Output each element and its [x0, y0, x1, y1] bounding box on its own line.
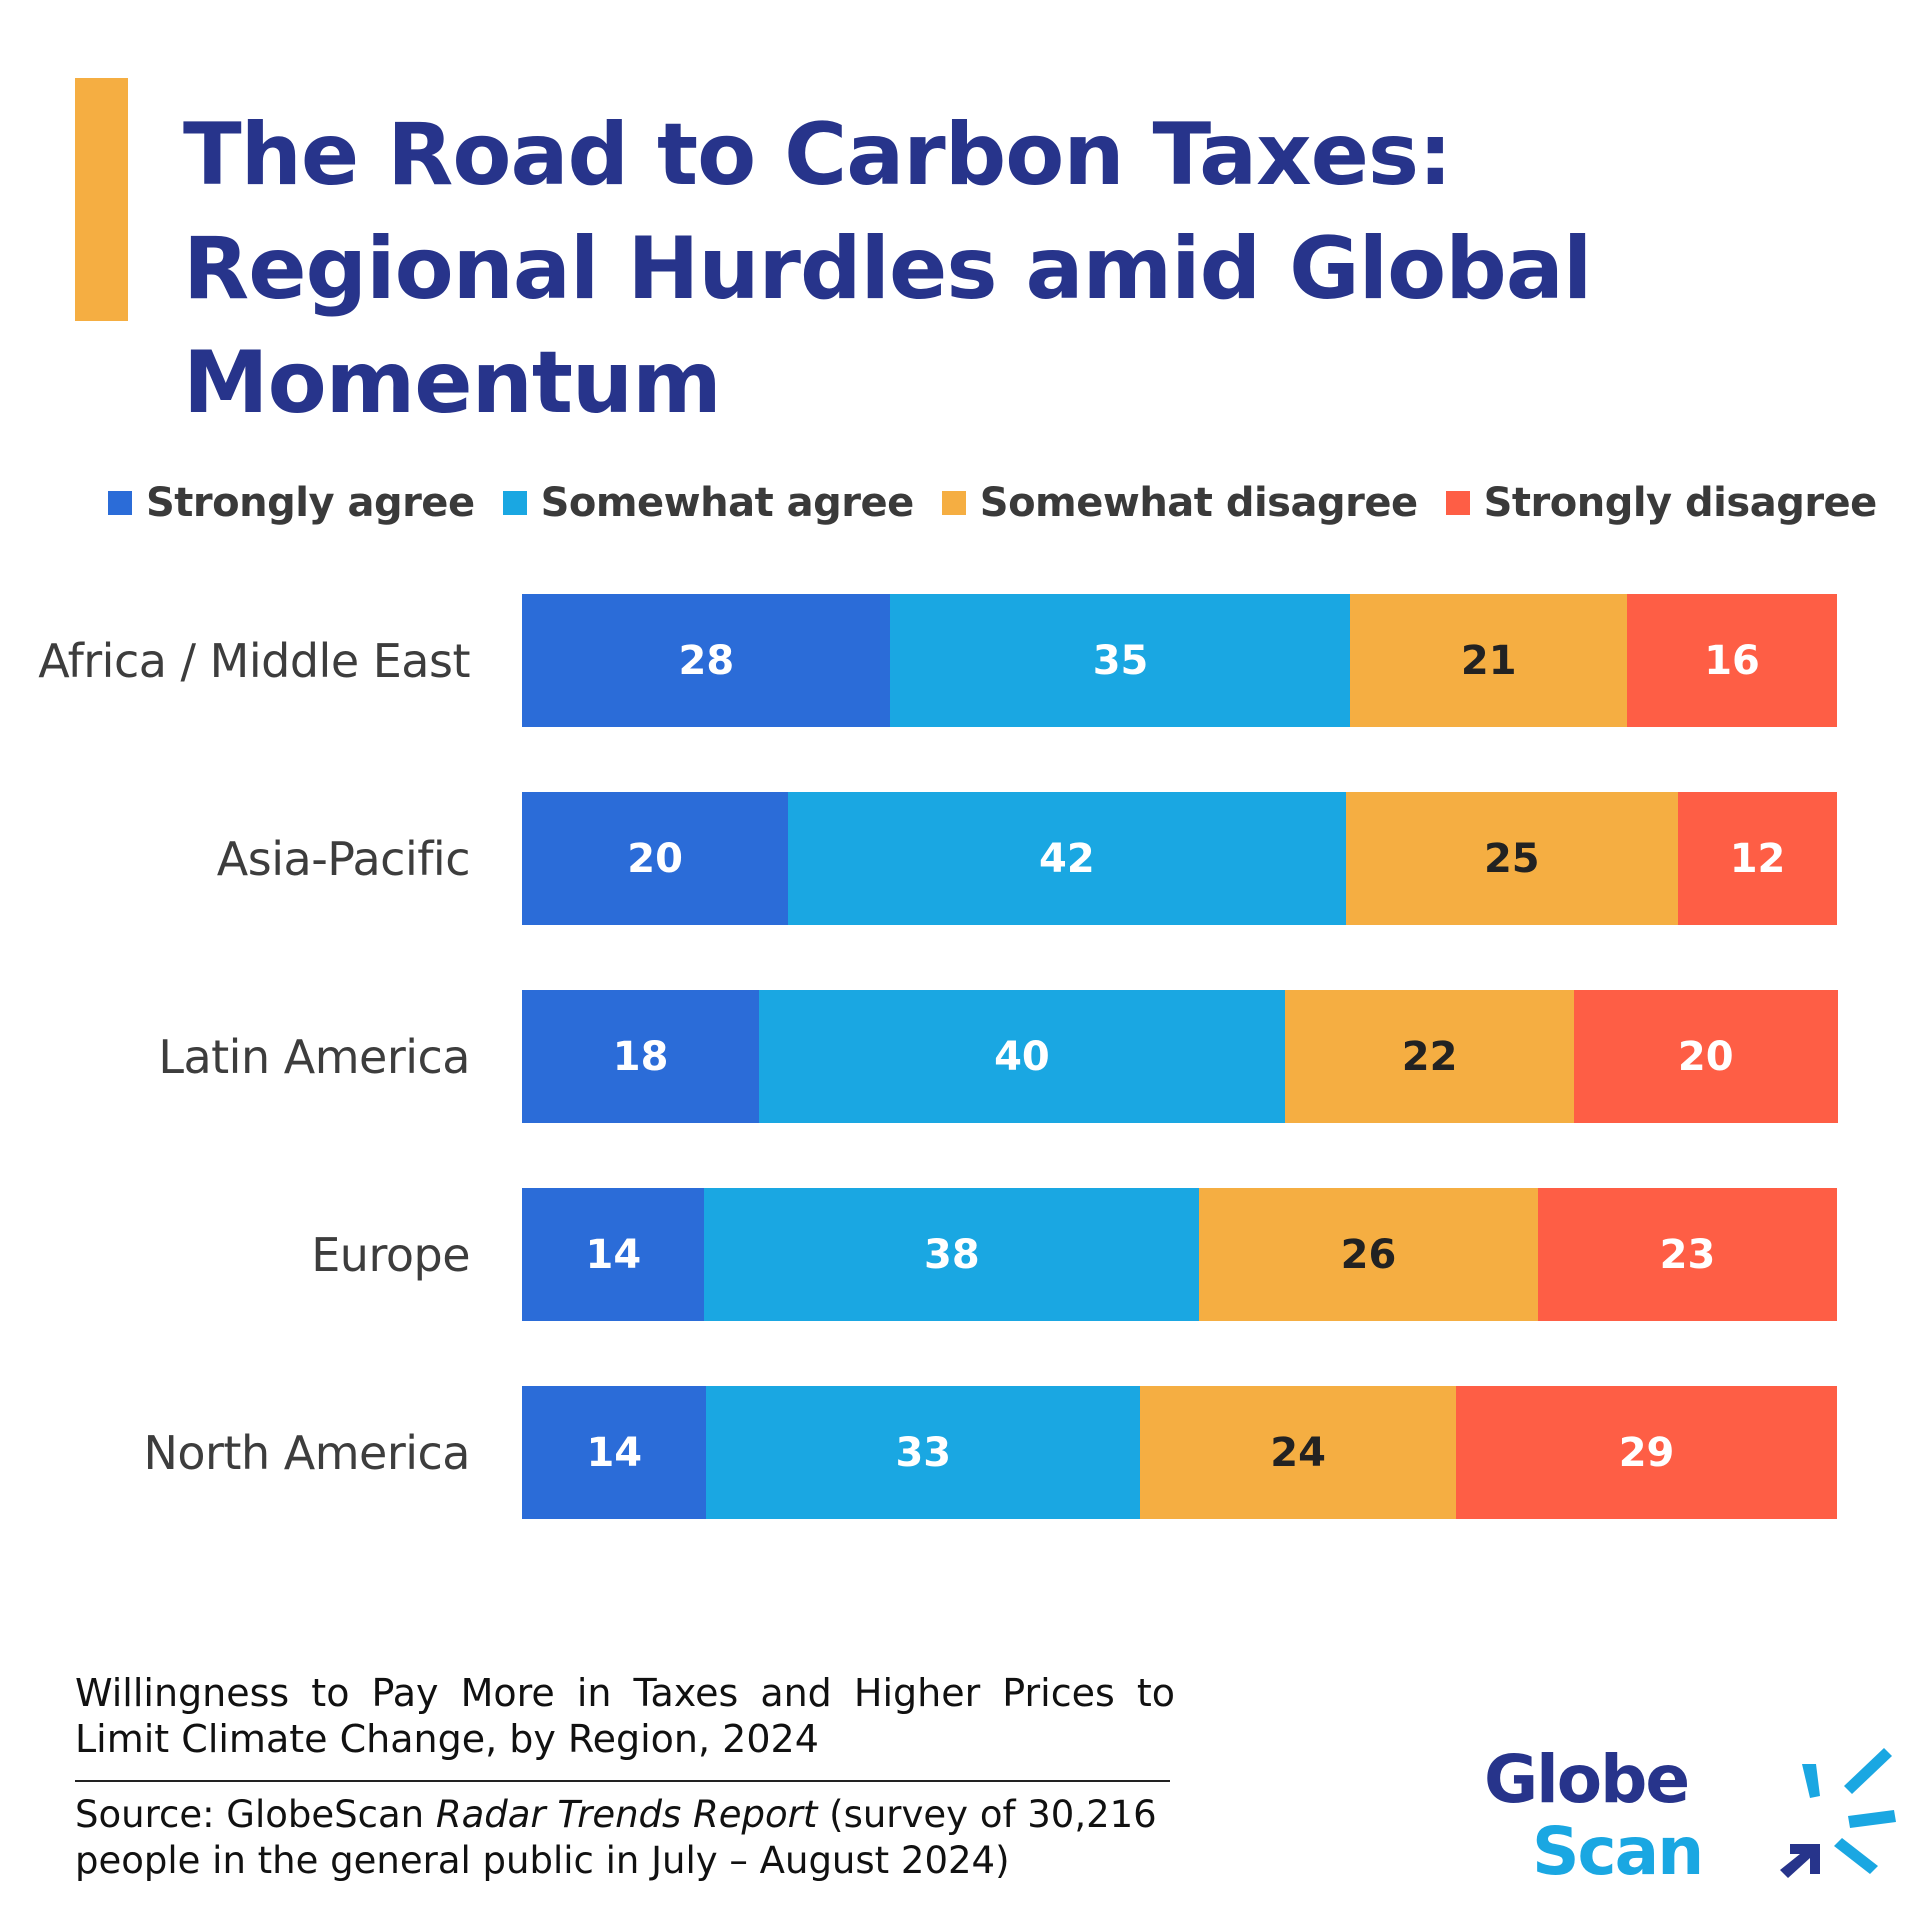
bar-segment: 25 [1345, 792, 1679, 925]
logo-burst-icon [1780, 1748, 1896, 1878]
legend-label: Strongly agree [146, 480, 475, 526]
legend-item: Strongly agree [108, 480, 475, 526]
bar-segment: 42 [787, 792, 1347, 925]
page-title: The Road to Carbon Taxes: Regional Hurdl… [183, 105, 1592, 433]
title-accent-bar [75, 78, 128, 321]
legend-label: Somewhat agree [540, 480, 915, 526]
data-label: 29 [1618, 1429, 1675, 1476]
legend-swatch [941, 491, 966, 515]
legend-label: Strongly disagree [1483, 480, 1878, 526]
legend-item: Somewhat disagree [941, 480, 1418, 526]
logo-line2: Scan [1532, 1813, 1702, 1890]
bar-segment: 24 [1140, 1386, 1457, 1519]
globescan-logo: Globe Scan [1484, 1741, 1896, 1890]
bar-segment: 12 [1677, 792, 1838, 925]
bar-segment: 20 [1574, 990, 1838, 1123]
legend-item: Somewhat agree [502, 480, 915, 526]
data-label: 23 [1659, 1231, 1716, 1278]
bar-segment: 26 [1199, 1188, 1539, 1321]
category-label: Europe [311, 1227, 470, 1282]
chart-caption: Willingness to Pay More in Taxes and Hig… [75, 1671, 1175, 1761]
data-label: 26 [1340, 1231, 1397, 1278]
category-label: Asia-Pacific [216, 831, 471, 886]
bar-segment: 14 [522, 1386, 707, 1519]
legend-label: Somewhat disagree [979, 480, 1418, 526]
data-label: 14 [586, 1429, 643, 1476]
data-label: 21 [1460, 637, 1517, 684]
source-suffix: (survey of 30,216 people in the general … [75, 1793, 1157, 1882]
chart-legend: Strongly agree Somewhat agree Somewhat dis… [108, 478, 1877, 528]
bar-segment: 40 [758, 990, 1286, 1123]
bar-segment: 16 [1626, 594, 1838, 727]
data-label: 42 [1039, 835, 1095, 882]
bar-segment: 28 [522, 594, 891, 727]
data-label: 24 [1270, 1429, 1326, 1476]
logo-line1: Globe [1484, 1741, 1688, 1818]
data-label: 40 [994, 1033, 1050, 1080]
data-label: 20 [1677, 1033, 1734, 1080]
source-prefix: Source: GlobeScan [75, 1793, 436, 1836]
bar-segment: 22 [1284, 990, 1575, 1123]
category-label: North America [143, 1425, 470, 1480]
bar-segment: 18 [522, 990, 760, 1123]
legend-swatch [1445, 491, 1470, 515]
source-note: Source: GlobeScan Radar Trends Report (s… [75, 1792, 1185, 1884]
legend-swatch [108, 491, 132, 515]
data-label: 20 [627, 835, 683, 882]
data-label: 25 [1483, 835, 1540, 882]
bar-segment: 20 [522, 792, 789, 925]
data-label: 14 [585, 1231, 642, 1278]
legend-swatch [502, 491, 527, 515]
data-label: 22 [1401, 1033, 1458, 1080]
data-label: 35 [1092, 637, 1149, 684]
bar-segment: 23 [1537, 1188, 1838, 1321]
data-label: 18 [612, 1033, 669, 1080]
data-label: 16 [1704, 637, 1760, 684]
data-label: 33 [895, 1429, 952, 1476]
bar-segment: 21 [1350, 594, 1628, 727]
legend-item: Strongly disagree [1445, 480, 1878, 526]
bar-segment: 14 [522, 1188, 705, 1321]
source-report-name: Radar Trends Report [435, 1793, 818, 1836]
data-label: 28 [678, 637, 735, 684]
bar-segment: 35 [890, 594, 1351, 727]
bar-segment: 29 [1455, 1386, 1838, 1519]
bar-segment: 33 [706, 1386, 1141, 1519]
data-label: 38 [924, 1231, 980, 1278]
data-label: 12 [1729, 835, 1786, 882]
caption-divider [75, 1780, 1170, 1782]
category-label: Africa / Middle East [38, 633, 470, 688]
category-label: Latin America [158, 1029, 470, 1084]
bar-segment: 38 [704, 1188, 1200, 1321]
